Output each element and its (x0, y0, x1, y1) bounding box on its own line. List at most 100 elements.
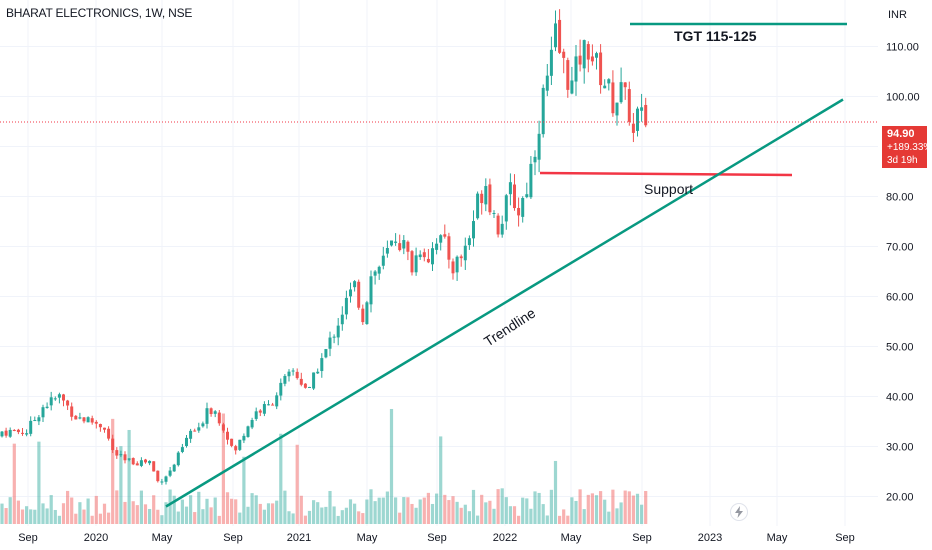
volume-bar (545, 515, 549, 524)
candle-body (238, 439, 242, 450)
volume-bar (205, 498, 209, 524)
volume-bar (590, 493, 594, 524)
volume-bar (484, 502, 488, 524)
candle-body (12, 429, 16, 431)
lightning-icon[interactable] (730, 503, 748, 521)
volume-bar (230, 498, 234, 524)
candle-body (529, 163, 533, 198)
x-tick-label: 2020 (84, 532, 108, 544)
candle-body (131, 458, 135, 465)
candle-body (185, 437, 188, 447)
candle-body (226, 431, 229, 440)
volume-bar (49, 495, 53, 524)
candle-body (410, 251, 414, 273)
volume-bar (586, 494, 590, 524)
candle-body (574, 56, 578, 82)
volume-bar (78, 502, 82, 524)
candle-body (414, 255, 418, 273)
volume-bar (209, 507, 213, 524)
volume-bar (336, 515, 340, 524)
candle-body (394, 241, 398, 243)
candle-body (57, 394, 61, 398)
candle-body (640, 107, 644, 111)
candle-body (627, 89, 631, 122)
candle-body (402, 240, 406, 249)
candle-body (340, 314, 344, 325)
volume-bar (385, 491, 389, 524)
volume-bar (152, 495, 156, 524)
candle-body (119, 454, 123, 456)
candle-body (500, 223, 504, 235)
trend-line (165, 98, 844, 508)
candle-body (164, 476, 168, 482)
volume-bar (508, 506, 512, 524)
candle-body (324, 349, 328, 358)
volume-bar (463, 504, 467, 524)
candle-body (262, 404, 266, 414)
x-tick-label: 2023 (698, 532, 722, 544)
volume-bar (316, 502, 320, 524)
candle-body (127, 458, 131, 460)
volume-bar (443, 494, 447, 524)
volume-bar (504, 497, 508, 524)
volume-bar (480, 494, 484, 524)
candle-body (521, 198, 525, 217)
candle-body (570, 80, 574, 94)
volume-bar (160, 515, 164, 524)
candle-body (562, 51, 566, 58)
candle-body (98, 424, 102, 428)
candle-body (431, 248, 434, 265)
volume-bar (271, 503, 275, 524)
volume-bar (599, 491, 603, 524)
x-tick-label: 2021 (287, 532, 311, 544)
volume-bar (29, 509, 33, 524)
candle-body (422, 252, 426, 258)
candle-body (8, 429, 12, 437)
volume-bar (197, 491, 201, 524)
candle-body (0, 431, 4, 437)
volume-bar (90, 515, 94, 524)
volume-bar (53, 509, 57, 524)
candle-body (16, 429, 20, 433)
candle-body (156, 470, 160, 482)
candle-body (549, 49, 553, 76)
candle-body (49, 397, 53, 406)
candle-body (135, 463, 139, 466)
candle-body (586, 44, 590, 60)
candle-body (254, 411, 258, 419)
candle-body (94, 421, 98, 424)
volume-bar (328, 490, 332, 524)
volume-bar (410, 503, 414, 524)
candle-body (103, 427, 106, 430)
candles (0, 9, 648, 485)
bar-countdown: 3d 19h (887, 155, 918, 166)
candle-body (205, 408, 209, 424)
volume-bar (164, 502, 168, 524)
volume-bar (119, 446, 123, 524)
volume-bar (221, 413, 225, 524)
volume-bar (582, 509, 586, 524)
price-change: +189.33% (887, 142, 932, 153)
candle-body (29, 420, 33, 434)
volume-bar (37, 441, 41, 524)
volume-bar (250, 493, 254, 524)
candle-body (123, 454, 127, 461)
candle-body (496, 215, 500, 235)
volume-bar (16, 500, 20, 524)
candle-body (295, 371, 299, 379)
candle-body (213, 411, 217, 414)
volume-bar (213, 497, 217, 524)
volume-bar (476, 515, 480, 524)
candle-body (619, 82, 623, 103)
y-tick-label: 70.00 (886, 242, 914, 254)
candle-body (86, 417, 90, 423)
candle-body (45, 406, 49, 408)
volume-bar (389, 408, 394, 524)
chart-title: BHARAT ELECTRONICS, 1W, NSE (6, 6, 193, 20)
x-tick-label: Sep (427, 532, 447, 544)
candle-body (41, 407, 45, 418)
volume-bar (127, 429, 131, 524)
candle-body (267, 404, 270, 406)
candle-body (463, 245, 467, 261)
